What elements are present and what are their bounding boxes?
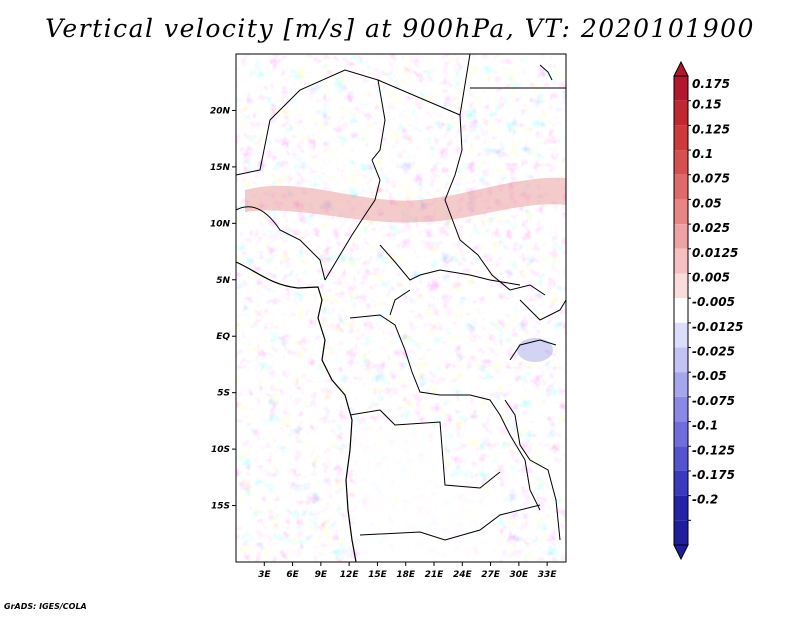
boundaries xyxy=(236,54,566,562)
colorbar-swatch xyxy=(674,174,688,200)
latitude-axis: 20N 15N 10N 5N EQ 5S 10S 15S xyxy=(210,106,236,512)
colorbar-swatch xyxy=(674,396,688,422)
colorbar-swatch xyxy=(674,322,688,348)
lon-tick-label: 21E xyxy=(425,570,445,580)
colorbar-swatch xyxy=(674,76,688,101)
lon-tick-label: 9E xyxy=(315,570,328,580)
lon-tick-label: 30E xyxy=(510,570,530,580)
colorbar-swatch xyxy=(674,495,688,521)
colorbar-swatch xyxy=(674,347,688,373)
lon-tick-label: 33E xyxy=(538,570,558,580)
lon-tick-label: 24E xyxy=(453,570,473,580)
colorbar-swatch xyxy=(674,248,688,274)
lon-tick-label: 15E xyxy=(368,570,388,580)
colorbar-swatch xyxy=(674,446,688,471)
lat-tick-label: 15S xyxy=(211,502,230,512)
colorbar-label: -0.005 xyxy=(692,295,735,309)
colorbar-label: 0.075 xyxy=(692,172,730,186)
lon-tick-label: 6E xyxy=(286,570,299,580)
lon-tick-label: 18E xyxy=(396,570,416,580)
colorbar-swatch xyxy=(674,199,688,225)
colorbar-label: 0.0125 xyxy=(692,246,738,260)
colorbar-swatch xyxy=(674,421,688,447)
colorbar-swatch xyxy=(674,470,688,496)
sahel-red-band xyxy=(245,177,566,223)
colorbar-swatch xyxy=(674,125,688,151)
colorbar-bottom-arrow xyxy=(673,544,689,561)
lat-tick-label: 20N xyxy=(210,106,231,116)
colorbar-label: -0.1 xyxy=(692,419,718,433)
colorbar-swatch xyxy=(674,150,688,175)
colorbar-swatch xyxy=(674,372,688,397)
colorbar-label: -0.075 xyxy=(692,394,735,408)
colorbar-swatch xyxy=(674,520,688,545)
colorbar-label: 0.15 xyxy=(692,98,722,112)
lon-tick-label: 3E xyxy=(258,570,271,580)
colorbar-swatch xyxy=(674,298,688,323)
colorbar-label: 0.125 xyxy=(692,122,730,136)
lat-tick-label: 5N xyxy=(216,276,230,286)
southern-calm-zone xyxy=(355,425,500,562)
lon-tick-label: 12E xyxy=(340,570,360,580)
plot-frame xyxy=(235,53,567,563)
lat-tick-label: EQ xyxy=(216,332,230,342)
colorbar: 0.175 0.15 0.125 0.1 0.075 0.05 0.025 0.0125 0.0… xyxy=(673,60,743,561)
velocity-field xyxy=(236,54,566,562)
colorbar-swatch xyxy=(674,224,688,249)
colorbar-label: -0.125 xyxy=(692,443,735,457)
colorbar-label: 0.05 xyxy=(692,196,722,210)
grads-credit: GrADS: IGES/COLA xyxy=(4,602,87,611)
chart-title: Vertical velocity [m/s] at 900hPa, VT: 2… xyxy=(45,14,755,43)
longitude-axis: 3E 6E 9E 12E 15E 18E 21E 24E 27E 30E 33E xyxy=(258,562,557,580)
lat-tick-label: 10S xyxy=(211,445,230,455)
colorbar-label: -0.2 xyxy=(692,493,718,507)
colorbar-label: 0.005 xyxy=(692,270,730,284)
colorbar-label: 0.1 xyxy=(692,147,713,161)
colorbar-top-arrow xyxy=(673,60,689,77)
colorbar-label: -0.025 xyxy=(692,345,735,359)
colorbar-swatch xyxy=(674,273,688,299)
colorbar-label: 0.175 xyxy=(692,77,730,91)
colorbar-label: 0.025 xyxy=(692,221,730,235)
colorbar-label: -0.175 xyxy=(692,468,735,482)
colorbar-label: -0.0125 xyxy=(692,320,743,334)
colorbar-label: -0.05 xyxy=(692,369,727,383)
lat-tick-label: 15N xyxy=(210,163,231,173)
lon-tick-label: 27E xyxy=(481,570,501,580)
lat-tick-label: 10N xyxy=(210,219,231,229)
colorbar-swatch xyxy=(674,100,688,126)
lat-tick-label: 5S xyxy=(217,389,230,399)
